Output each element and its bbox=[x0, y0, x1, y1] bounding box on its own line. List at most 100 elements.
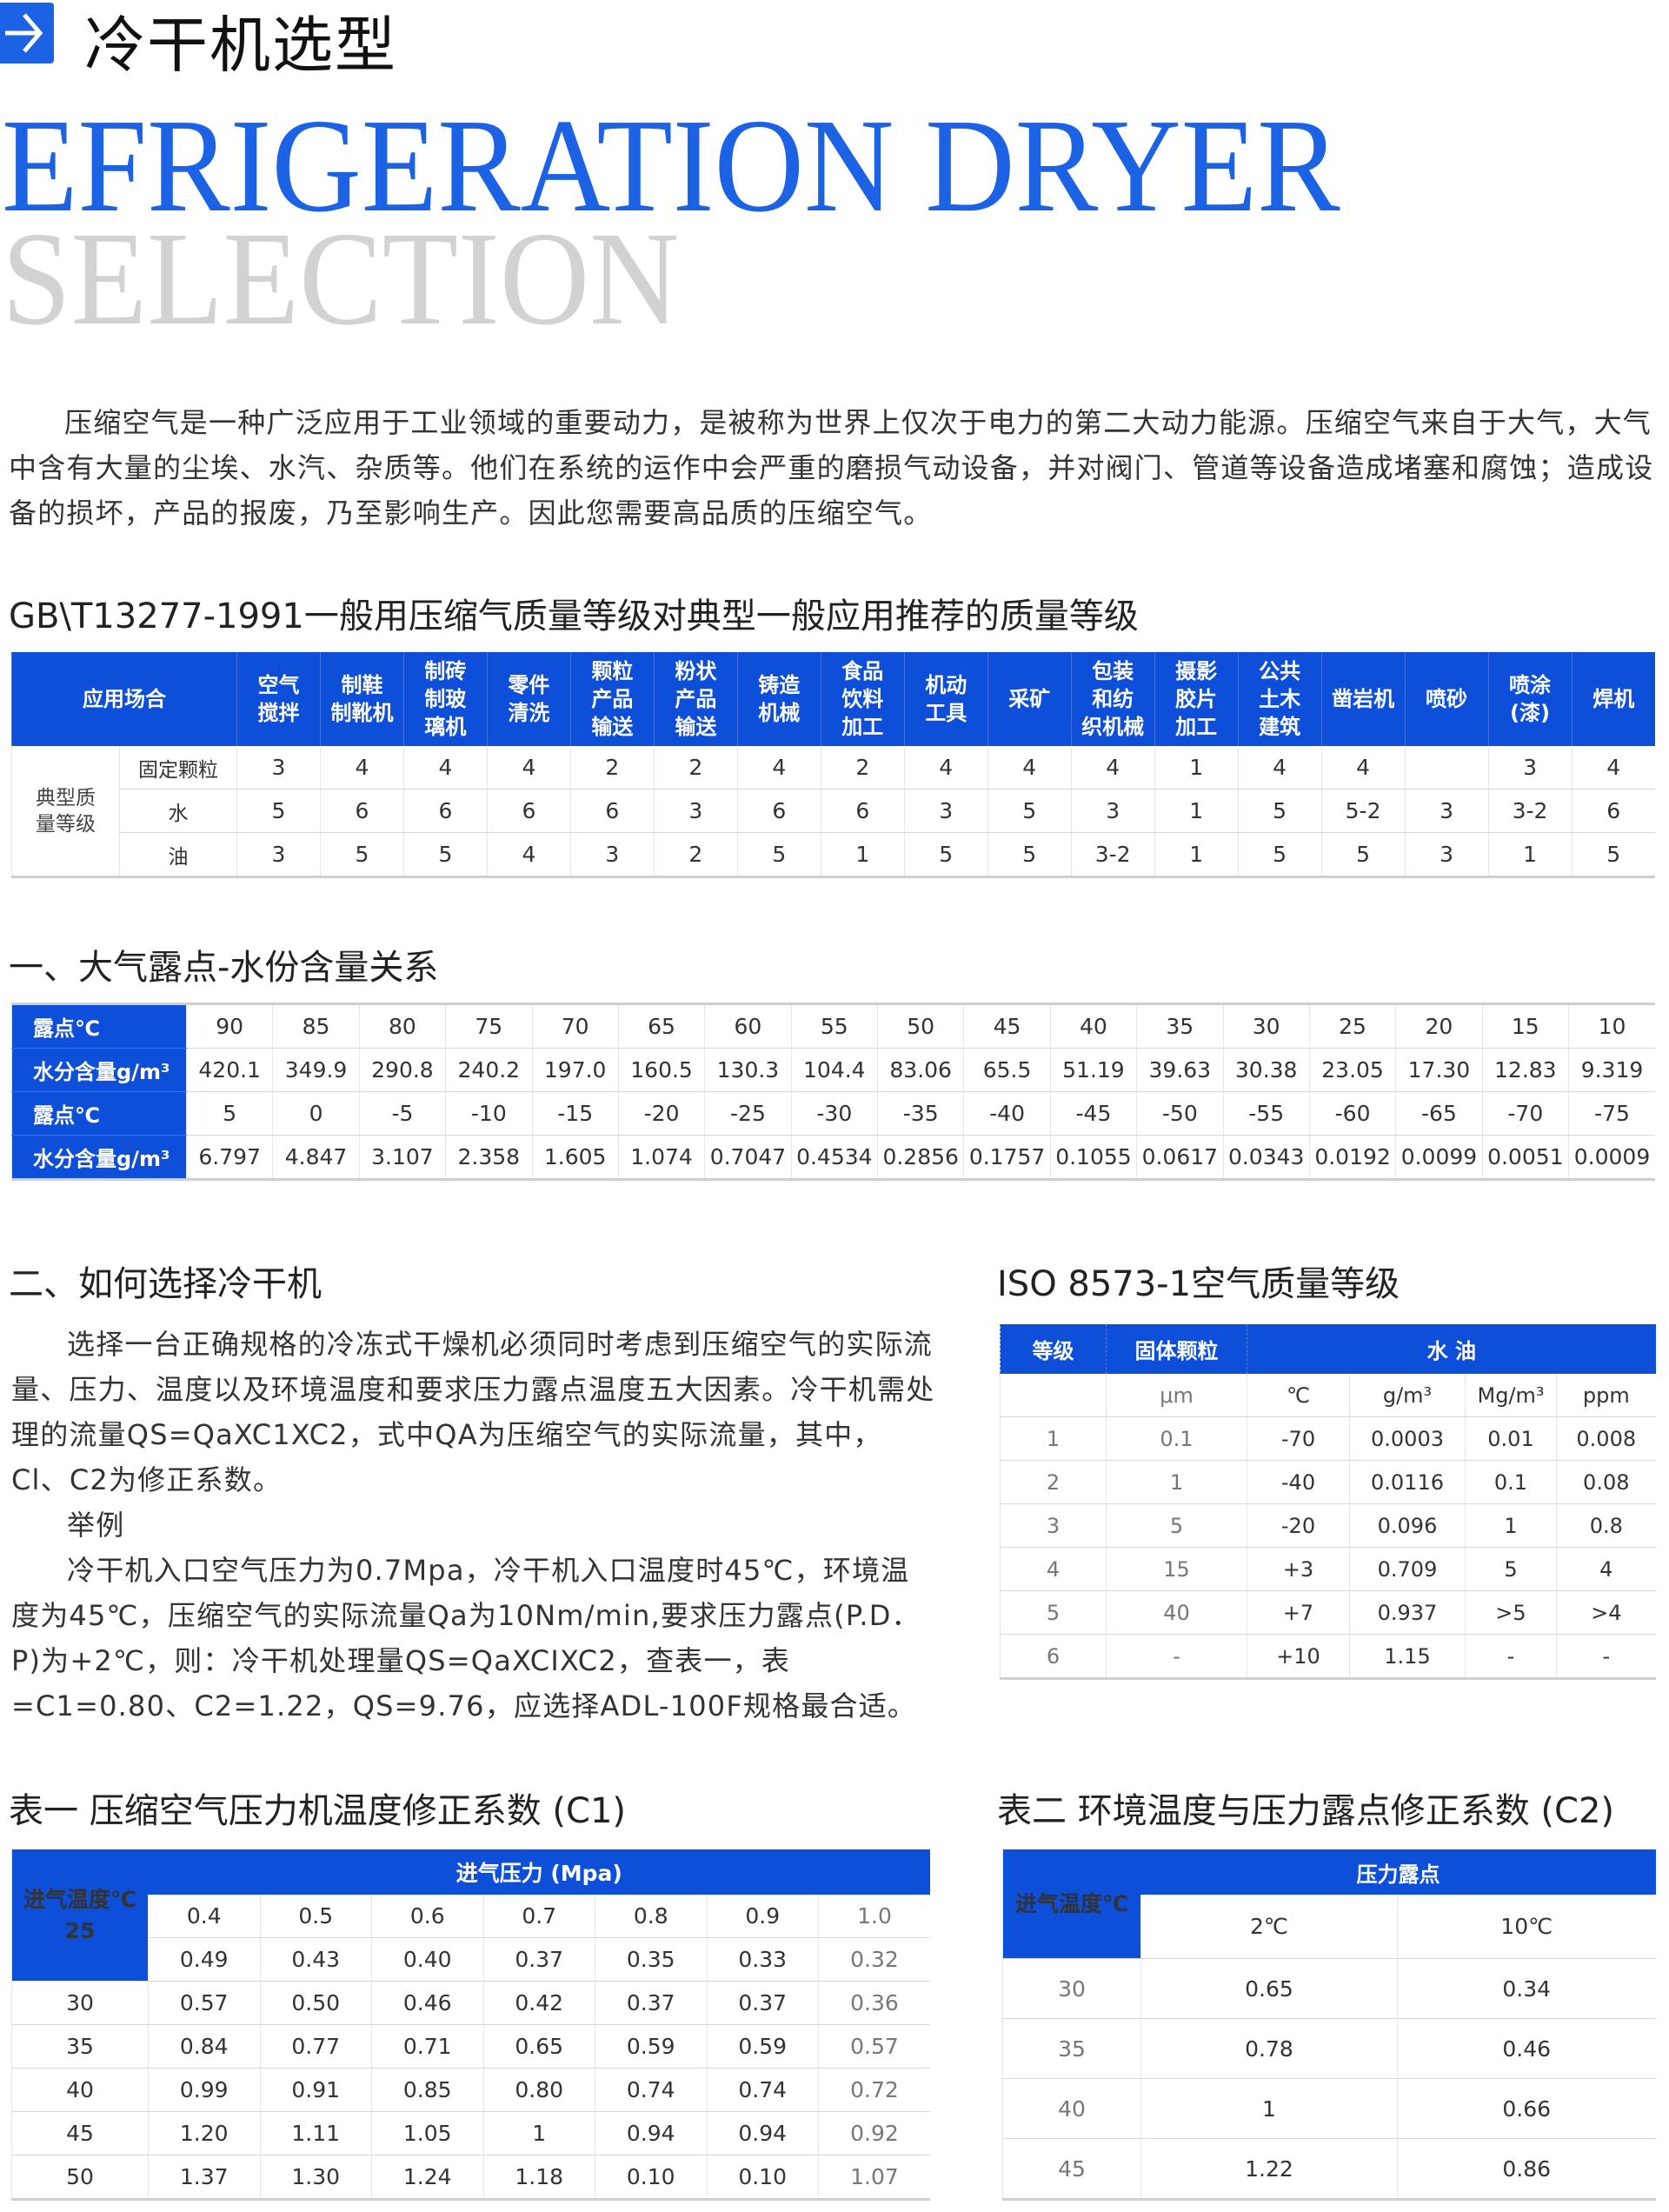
table-cell: 2 bbox=[820, 746, 905, 790]
row-label: 露点℃ bbox=[11, 1003, 187, 1049]
table-cell: 0.08 bbox=[1555, 1460, 1656, 1504]
column-header: 颗粒 产品 输送 bbox=[569, 652, 655, 746]
table-cell: -35 bbox=[876, 1091, 964, 1136]
table-cell: 9.319 bbox=[1568, 1048, 1655, 1092]
row-label: 40 bbox=[1002, 2078, 1141, 2139]
table-cell: 6 bbox=[319, 789, 404, 833]
column-header: 制砖 制玻 璃机 bbox=[402, 652, 488, 746]
corner-label: 进气温度℃ bbox=[23, 1886, 137, 1912]
table-cell: +7 bbox=[1247, 1590, 1350, 1635]
row-label: 45 bbox=[1002, 2138, 1141, 2200]
table-cell: 1.05 bbox=[371, 2111, 483, 2155]
intro-text: 压缩空气是一种广泛应用于工业领域的重要动力，是被称为世界上仅次于电力的第二大动力… bbox=[9, 406, 1654, 530]
table-cell: +10 bbox=[1247, 1634, 1350, 1679]
table-cell: 160.5 bbox=[617, 1048, 705, 1092]
table-cell: 0.74 bbox=[706, 2068, 819, 2112]
table-cell: 15 bbox=[1106, 1547, 1247, 1591]
pressure-header: 进气压力 (Mpa) bbox=[148, 1849, 930, 1895]
table-cell: 5 bbox=[185, 1091, 273, 1136]
row-label: 30 bbox=[1002, 1958, 1141, 2019]
dewpoint-header: 压力露点 bbox=[1140, 1849, 1656, 1895]
table-cell: 4 bbox=[1571, 746, 1655, 790]
table-cell: 5 bbox=[1237, 832, 1322, 877]
page-title: 冷干机选型 bbox=[84, 10, 397, 81]
table-cell: -55 bbox=[1222, 1091, 1310, 1136]
table-cell: - bbox=[1555, 1634, 1656, 1679]
table-cell: 1 bbox=[1106, 1460, 1247, 1504]
table-cell: -65 bbox=[1395, 1091, 1483, 1136]
table-cell: 0.1 bbox=[1465, 1460, 1557, 1504]
table-cell: 0.80 bbox=[482, 2068, 595, 2112]
intro-paragraph: 压缩空气是一种广泛应用于工业领域的重要动力，是被称为世界上仅次于电力的第二大动力… bbox=[9, 400, 1665, 536]
table-cell: 55 bbox=[790, 1003, 878, 1049]
table-cell: 75 bbox=[445, 1003, 532, 1049]
table-cell: 1.20 bbox=[148, 2111, 260, 2155]
table-cell: 0.43 bbox=[259, 1937, 372, 1982]
table-row: 35 0.84 0.77 0.71 0.65 0.59 0.59 0.57 bbox=[11, 2024, 930, 2069]
table-cell: 5 bbox=[1106, 1503, 1247, 1548]
table-cell: 4 bbox=[319, 746, 404, 790]
table-cell: 0.0192 bbox=[1308, 1135, 1396, 1180]
table-cell: 1.07 bbox=[818, 2155, 930, 2200]
table-row: 水分含量g/m³ 6.797 4.847 3.107 2.358 1.605 1.074 0.… bbox=[11, 1135, 1655, 1180]
table-cell: 5-2 bbox=[1320, 789, 1406, 833]
row-label: 40 bbox=[11, 2068, 149, 2112]
table-cell: -25 bbox=[704, 1091, 792, 1136]
table-cell: 4 bbox=[736, 746, 821, 790]
table-cell: 4 bbox=[486, 746, 571, 790]
table-cell: -10 bbox=[445, 1091, 532, 1136]
table-cell: 50 bbox=[876, 1003, 964, 1049]
table-cell: 23.05 bbox=[1308, 1048, 1396, 1092]
iso-table-title: ISO 8573-1空气质量等级 bbox=[997, 1264, 1400, 1304]
table-cell: 1.15 bbox=[1349, 1634, 1466, 1679]
row-label: 35 bbox=[11, 2024, 149, 2069]
table-cell: 0.008 bbox=[1555, 1416, 1656, 1461]
table-cell: 0.49 bbox=[148, 1937, 260, 1982]
table-cell: 0.01 bbox=[1465, 1416, 1557, 1461]
table-cell: 2.358 bbox=[445, 1135, 532, 1180]
table-cell: 4 bbox=[402, 746, 488, 790]
row-label: 固定颗粒 bbox=[119, 746, 237, 790]
table-cell: -50 bbox=[1136, 1091, 1223, 1136]
table-row: 1 0.1 -70 0.0003 0.01 0.008 bbox=[1000, 1416, 1656, 1461]
row-label: 50 bbox=[11, 2155, 149, 2200]
table-cell: 0.36 bbox=[818, 1981, 930, 2025]
unit-cell bbox=[1000, 1374, 1107, 1417]
dewpoint-moisture-table: 露点℃ 90 85 80 75 70 65 60 55 50 45 40 35 30 25 20 15 10 水分含… bbox=[11, 1003, 1655, 1181]
table-cell: 2 bbox=[653, 746, 738, 790]
column-header: 喷砂 bbox=[1404, 652, 1489, 746]
table-cell: 0.32 bbox=[818, 1937, 930, 1982]
table-cell: 0.42 bbox=[482, 1981, 595, 2025]
table-cell: 0.57 bbox=[148, 1981, 260, 2025]
pressure-cell: 0.5 bbox=[259, 1895, 372, 1938]
table-cell: 1.605 bbox=[531, 1135, 619, 1180]
row-label: 露点℃ bbox=[11, 1091, 187, 1136]
table-cell: 4 bbox=[1000, 1547, 1107, 1591]
table-cell: 0.0617 bbox=[1136, 1135, 1223, 1180]
table-cell: 0.0051 bbox=[1481, 1135, 1569, 1180]
table-cell: 0.10 bbox=[595, 2155, 707, 2200]
table-cell: 1 bbox=[1000, 1416, 1107, 1461]
table-cell: 0.1055 bbox=[1049, 1135, 1137, 1180]
table-cell: 6 bbox=[1000, 1634, 1107, 1679]
table-cell: 0.7047 bbox=[704, 1135, 792, 1180]
table-cell: 4.847 bbox=[272, 1135, 360, 1180]
table-cell: 39.63 bbox=[1136, 1048, 1223, 1092]
table-cell: 1 bbox=[1140, 2078, 1398, 2139]
table-cell: 4 bbox=[903, 746, 988, 790]
c2-table-title: 表二 环境温度与压力露点修正系数 (C2) bbox=[997, 1791, 1615, 1831]
corner-value: 25 bbox=[64, 1917, 96, 1943]
header-row: 进气温度℃ 25 进气压力 (Mpa) bbox=[11, 1849, 930, 1982]
c1-table-title: 表一 压缩空气压力机温度修正系数 (C1) bbox=[9, 1791, 627, 1831]
table-row: 4 15 +3 0.709 5 4 bbox=[1000, 1547, 1656, 1591]
units-row: 2℃ 10℃ bbox=[1003, 1895, 1656, 1959]
table-cell: 0.65 bbox=[1140, 1958, 1398, 2019]
table-cell: 0.74 bbox=[595, 2068, 707, 2112]
table-cell: 4 bbox=[1237, 746, 1322, 790]
table-cell: 0.37 bbox=[706, 1981, 819, 2025]
column-header: 10℃ bbox=[1397, 1895, 1656, 1959]
pressure-cell: 0.6 bbox=[371, 1895, 483, 1938]
table-row: 5 40 +7 0.937 >5 >4 bbox=[1000, 1590, 1656, 1635]
english-title-line2: SELECTION bbox=[2, 205, 680, 353]
table-cell: 197.0 bbox=[531, 1048, 619, 1092]
